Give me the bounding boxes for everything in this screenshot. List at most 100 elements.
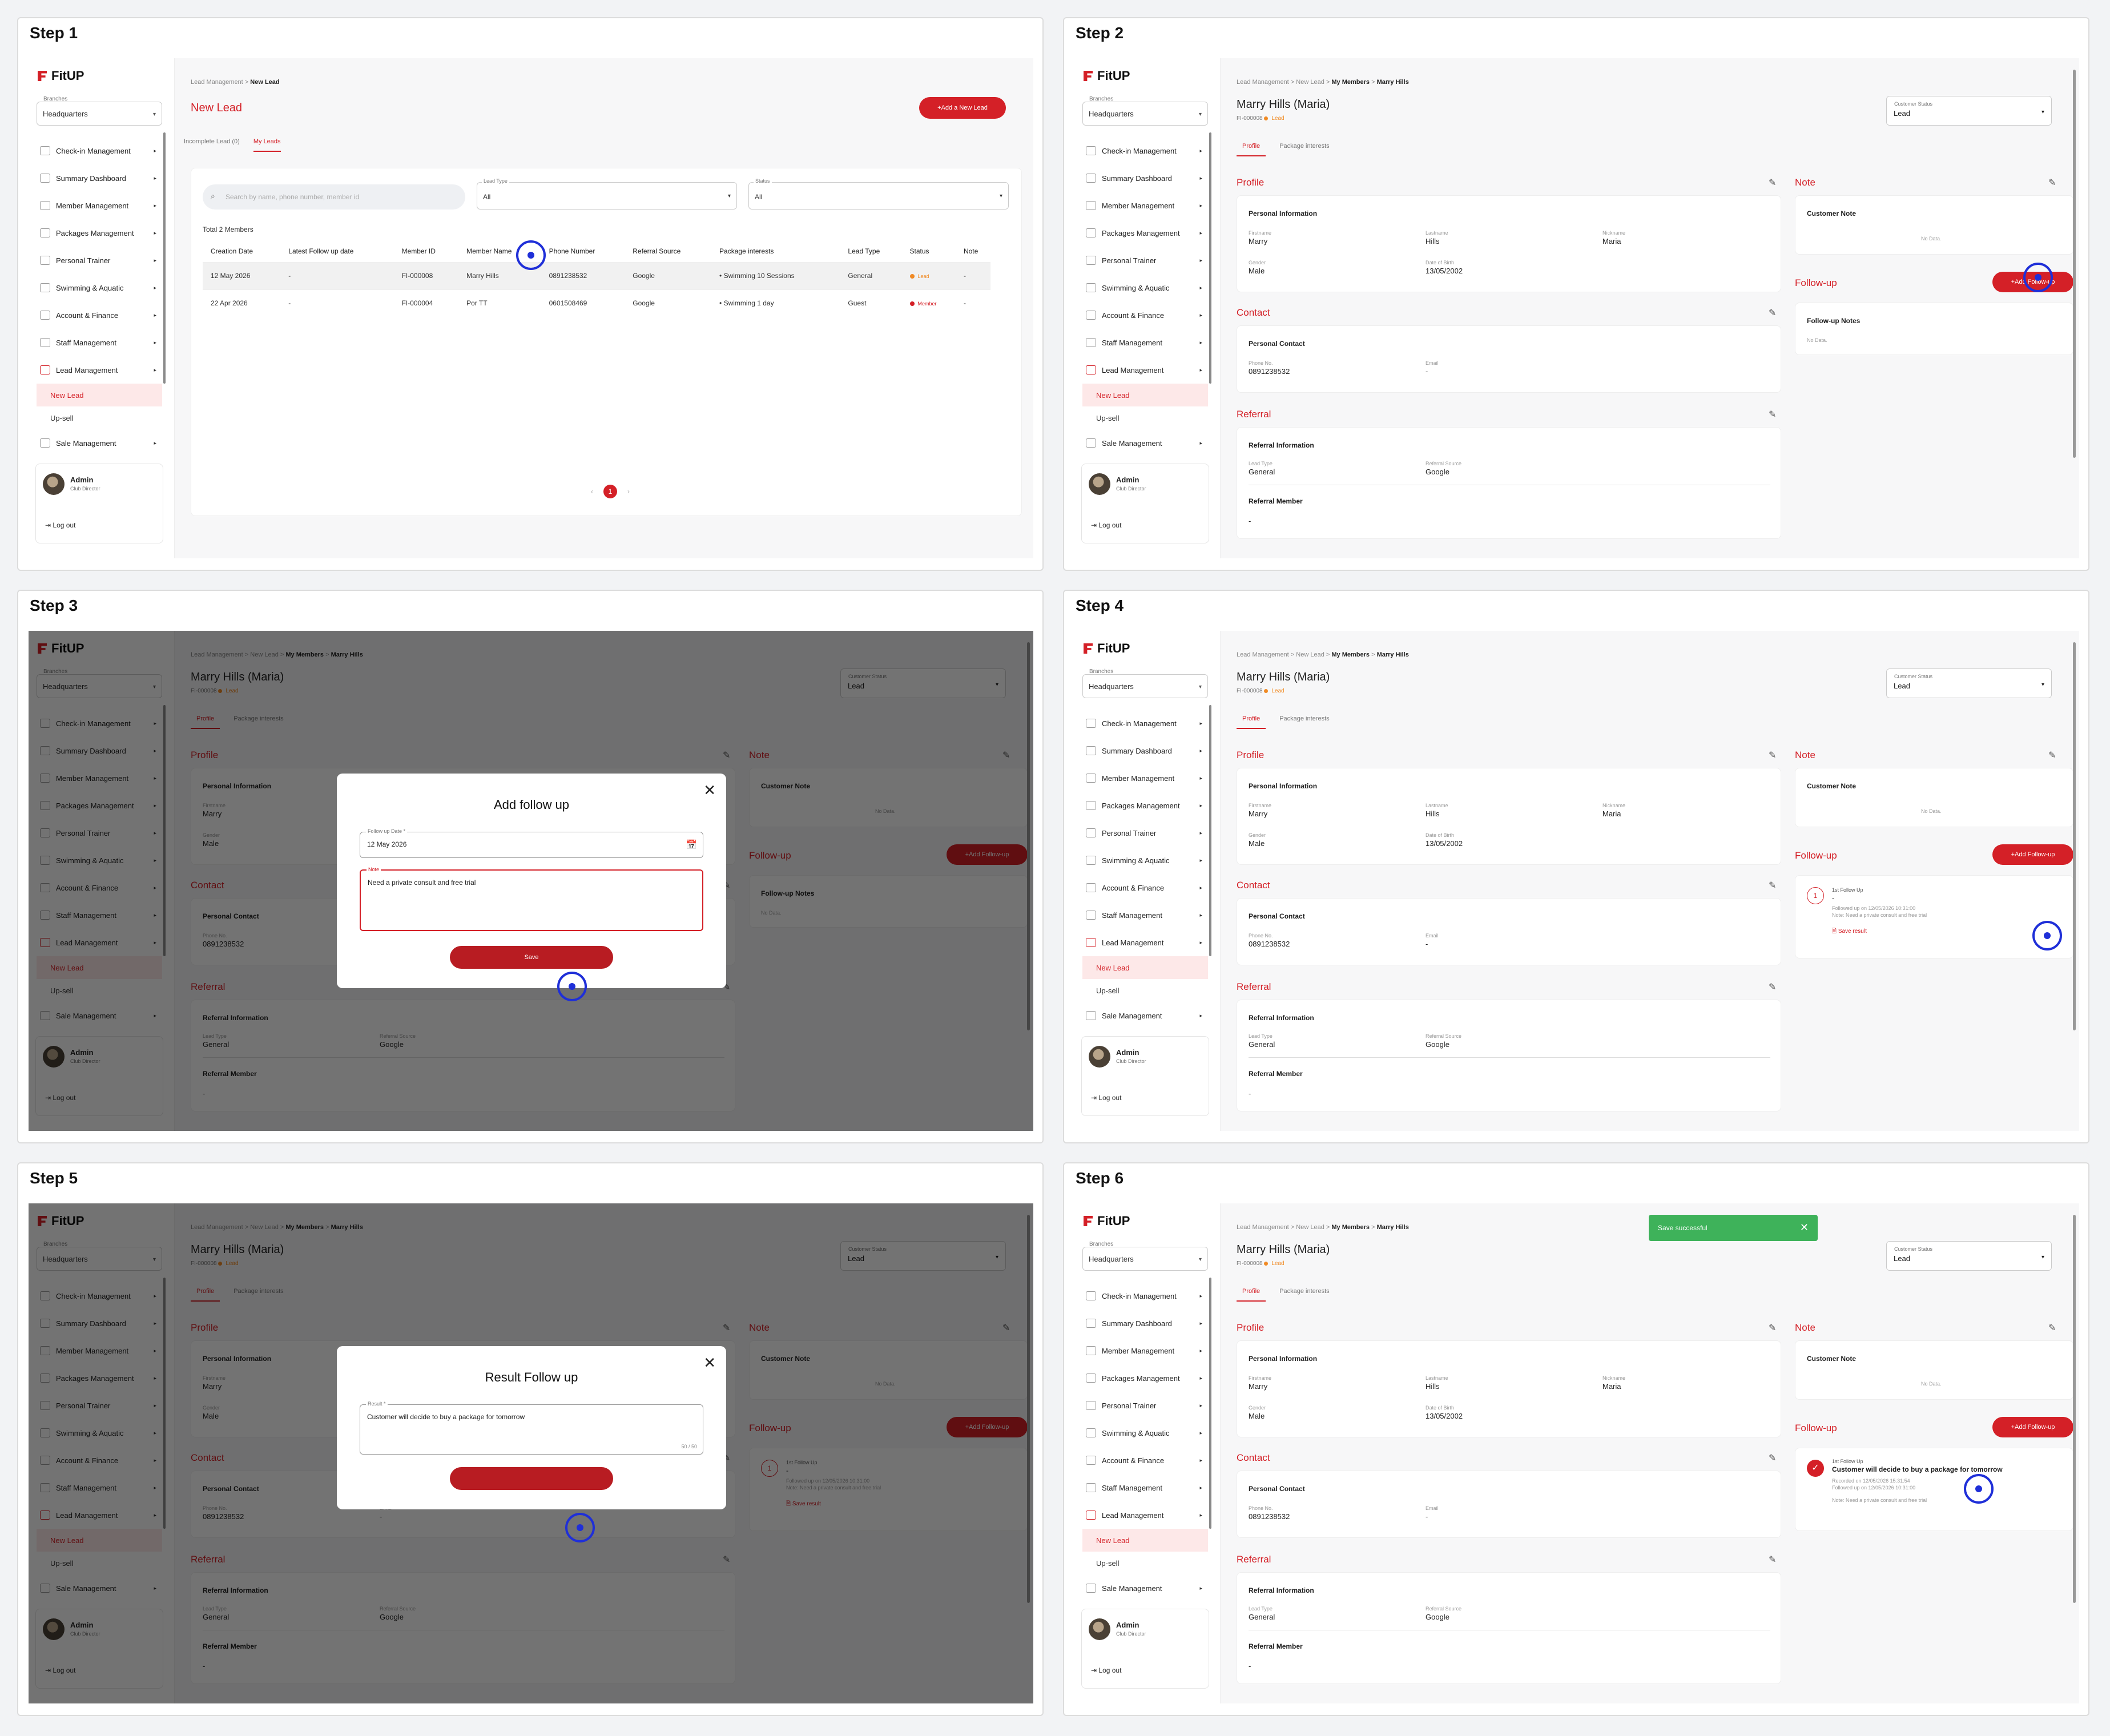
sidebar-item[interactable]: Summary Dashboard ▸ (1082, 737, 1208, 764)
breadcrumb-item[interactable]: New Lead (1296, 651, 1324, 658)
tab[interactable]: Profile (1237, 715, 1266, 729)
branch-select[interactable]: Headquarters ▾ (1082, 674, 1208, 698)
page-number[interactable]: 1 (603, 485, 617, 498)
breadcrumb-item[interactable]: My Members (1331, 1224, 1370, 1231)
breadcrumb-item[interactable]: Lead Management (1237, 79, 1289, 86)
sidebar-item[interactable]: Personal Trainer ▸ (1082, 1392, 1208, 1419)
followup-date-field[interactable]: Follow up Date * 12 May 2026 📅 (360, 828, 703, 858)
sidebar-item[interactable]: Account & Finance ▸ (1082, 1447, 1208, 1474)
breadcrumb-item[interactable]: My Members (1331, 79, 1370, 86)
fitup-logo[interactable]: FitUP (1082, 641, 1130, 656)
breadcrumb-item[interactable]: Marry Hills (1376, 79, 1409, 86)
add-new-lead-button[interactable]: + Add a New Lead (919, 97, 1006, 119)
sidebar-subitem[interactable]: Up-sell (1096, 413, 1120, 422)
breadcrumb-item[interactable]: New Lead (1296, 79, 1324, 86)
sidebar-item[interactable]: Account & Finance ▸ (1082, 874, 1208, 901)
page-scrollbar[interactable] (2073, 642, 2076, 1030)
result-textarea[interactable]: Result * Customer will decide to buy a pa… (360, 1401, 703, 1455)
edit-profile-icon[interactable]: ✎ (1769, 178, 1777, 188)
save-result-button[interactable]: 🗎 Save result (1832, 927, 1867, 937)
branch-select[interactable]: Headquarters ▾ (37, 102, 162, 126)
sidebar-subitem[interactable]: New Lead (1082, 956, 1208, 979)
breadcrumb-item[interactable]: My Members (1331, 651, 1370, 658)
edit-note-icon[interactable]: ✎ (2048, 178, 2056, 188)
breadcrumb-item[interactable]: New Lead (1296, 1224, 1324, 1231)
edit-profile-icon[interactable]: ✎ (1769, 1323, 1777, 1333)
sidebar-item[interactable]: Summary Dashboard ▸ (37, 164, 162, 192)
breadcrumb-item[interactable]: Lead Management (1237, 651, 1289, 658)
page-scrollbar[interactable] (2073, 70, 2076, 458)
sidebar-item[interactable]: Personal Trainer ▸ (1082, 819, 1208, 847)
add-followup-button[interactable]: + Add Follow-up (1992, 844, 2073, 865)
save-button[interactable] (450, 1467, 613, 1490)
sidebar-item[interactable]: Swimming & Aquatic ▸ (1082, 1419, 1208, 1447)
search-input[interactable]: ⌕ Search by name, phone number, member id (203, 184, 465, 210)
tab[interactable]: Profile (1237, 1288, 1266, 1302)
sidebar-subitem[interactable]: New Lead (1082, 1529, 1208, 1552)
sidebar-subitem[interactable]: New Lead (1082, 384, 1208, 406)
edit-referral-icon[interactable]: ✎ (1769, 410, 1777, 420)
sidebar-item[interactable]: Check-in Management ▸ (1082, 710, 1208, 737)
customer-status-select[interactable]: Customer Status Lead ▾ (1886, 1241, 2052, 1271)
sidebar-item[interactable]: Lead Management ▸ (1082, 1501, 1208, 1529)
status-select[interactable]: Status All ▾ (748, 178, 1009, 210)
sidebar-item[interactable]: Personal Trainer ▸ (1082, 247, 1208, 274)
sidebar-item[interactable]: Personal Trainer ▸ (37, 247, 162, 274)
logout-button[interactable]: ⇥ Log out (1091, 1666, 1121, 1674)
sidebar-item[interactable]: Staff Management ▸ (37, 329, 162, 356)
tab[interactable]: Incomplete Lead (0) (184, 138, 240, 145)
tab[interactable]: Package interests (1279, 143, 1330, 150)
edit-contact-icon[interactable]: ✎ (1769, 1453, 1777, 1463)
tab[interactable]: Package interests (1279, 1288, 1330, 1295)
edit-profile-icon[interactable]: ✎ (1769, 751, 1777, 760)
sidebar-item-sale[interactable]: Sale Management ▸ (1082, 1574, 1208, 1602)
fitup-logo[interactable]: FitUP (1082, 69, 1130, 83)
sidebar-item[interactable]: Account & Finance ▸ (1082, 301, 1208, 329)
sidebar-item[interactable]: Account & Finance ▸ (37, 301, 162, 329)
sidebar-item[interactable]: Check-in Management ▸ (1082, 137, 1208, 164)
branch-select[interactable]: Headquarters ▾ (1082, 1247, 1208, 1271)
logout-button[interactable]: ⇥ Log out (1091, 521, 1121, 529)
sidebar-item[interactable]: Member Management ▸ (1082, 764, 1208, 792)
table-row[interactable]: 22 Apr 2026 - FI-000004 Por TT 0601508469 Goo… (203, 289, 990, 317)
sidebar-item[interactable]: Member Management ▸ (37, 192, 162, 219)
close-icon[interactable]: ✕ (703, 782, 716, 799)
sidebar-item[interactable]: Summary Dashboard ▸ (1082, 1310, 1208, 1337)
next-page-icon[interactable]: › (627, 488, 630, 496)
sidebar-scrollbar[interactable] (1209, 1278, 1211, 1529)
sidebar-item[interactable]: Summary Dashboard ▸ (1082, 164, 1208, 192)
edit-referral-icon[interactable]: ✎ (1769, 982, 1777, 992)
edit-referral-icon[interactable]: ✎ (1769, 1555, 1777, 1565)
sidebar-subitem[interactable]: Up-sell (1096, 1558, 1120, 1568)
sidebar-item[interactable]: Packages Management ▸ (37, 219, 162, 247)
sidebar-item[interactable]: Staff Management ▸ (1082, 1474, 1208, 1501)
close-icon[interactable]: ✕ (703, 1354, 716, 1371)
close-icon[interactable]: ✕ (1799, 1222, 1809, 1233)
sidebar-subitem[interactable]: Up-sell (1096, 986, 1120, 995)
prev-page-icon[interactable]: ‹ (591, 488, 593, 496)
sidebar-item[interactable]: Packages Management ▸ (1082, 792, 1208, 819)
edit-contact-icon[interactable]: ✎ (1769, 881, 1777, 891)
sidebar-item[interactable]: Member Management ▸ (1082, 192, 1208, 219)
breadcrumb-item[interactable]: Marry Hills (1376, 651, 1409, 658)
tab[interactable]: Package interests (1279, 715, 1330, 722)
sidebar-item[interactable]: Check-in Management ▸ (37, 137, 162, 164)
sidebar-item[interactable]: Staff Management ▸ (1082, 329, 1208, 356)
fitup-logo[interactable]: FitUP (1082, 1214, 1130, 1229)
edit-contact-icon[interactable]: ✎ (1769, 308, 1777, 318)
sidebar-item[interactable]: Packages Management ▸ (1082, 1364, 1208, 1392)
breadcrumb-item[interactable]: Marry Hills (1376, 1224, 1409, 1231)
note-textarea[interactable]: Note Need a private consult and free tria… (360, 867, 703, 931)
edit-note-icon[interactable]: ✎ (2048, 1323, 2056, 1333)
sidebar-scrollbar[interactable] (1209, 132, 1211, 384)
sidebar-item[interactable]: Swimming & Aquatic ▸ (1082, 847, 1208, 874)
sidebar-item[interactable]: Lead Management ▸ (1082, 929, 1208, 956)
sidebar-item[interactable]: Lead Management ▸ (37, 356, 162, 384)
sidebar-item-sale[interactable]: Sale Management ▸ (1082, 429, 1208, 457)
breadcrumb-root[interactable]: Lead Management (191, 79, 243, 86)
breadcrumb-item[interactable]: Lead Management (1237, 1224, 1289, 1231)
customer-status-select[interactable]: Customer Status Lead ▾ (1886, 668, 2052, 698)
sidebar-item[interactable]: Swimming & Aquatic ▸ (37, 274, 162, 301)
save-button[interactable]: Save (450, 946, 613, 969)
sidebar-subitem[interactable]: Up-sell (50, 413, 74, 422)
